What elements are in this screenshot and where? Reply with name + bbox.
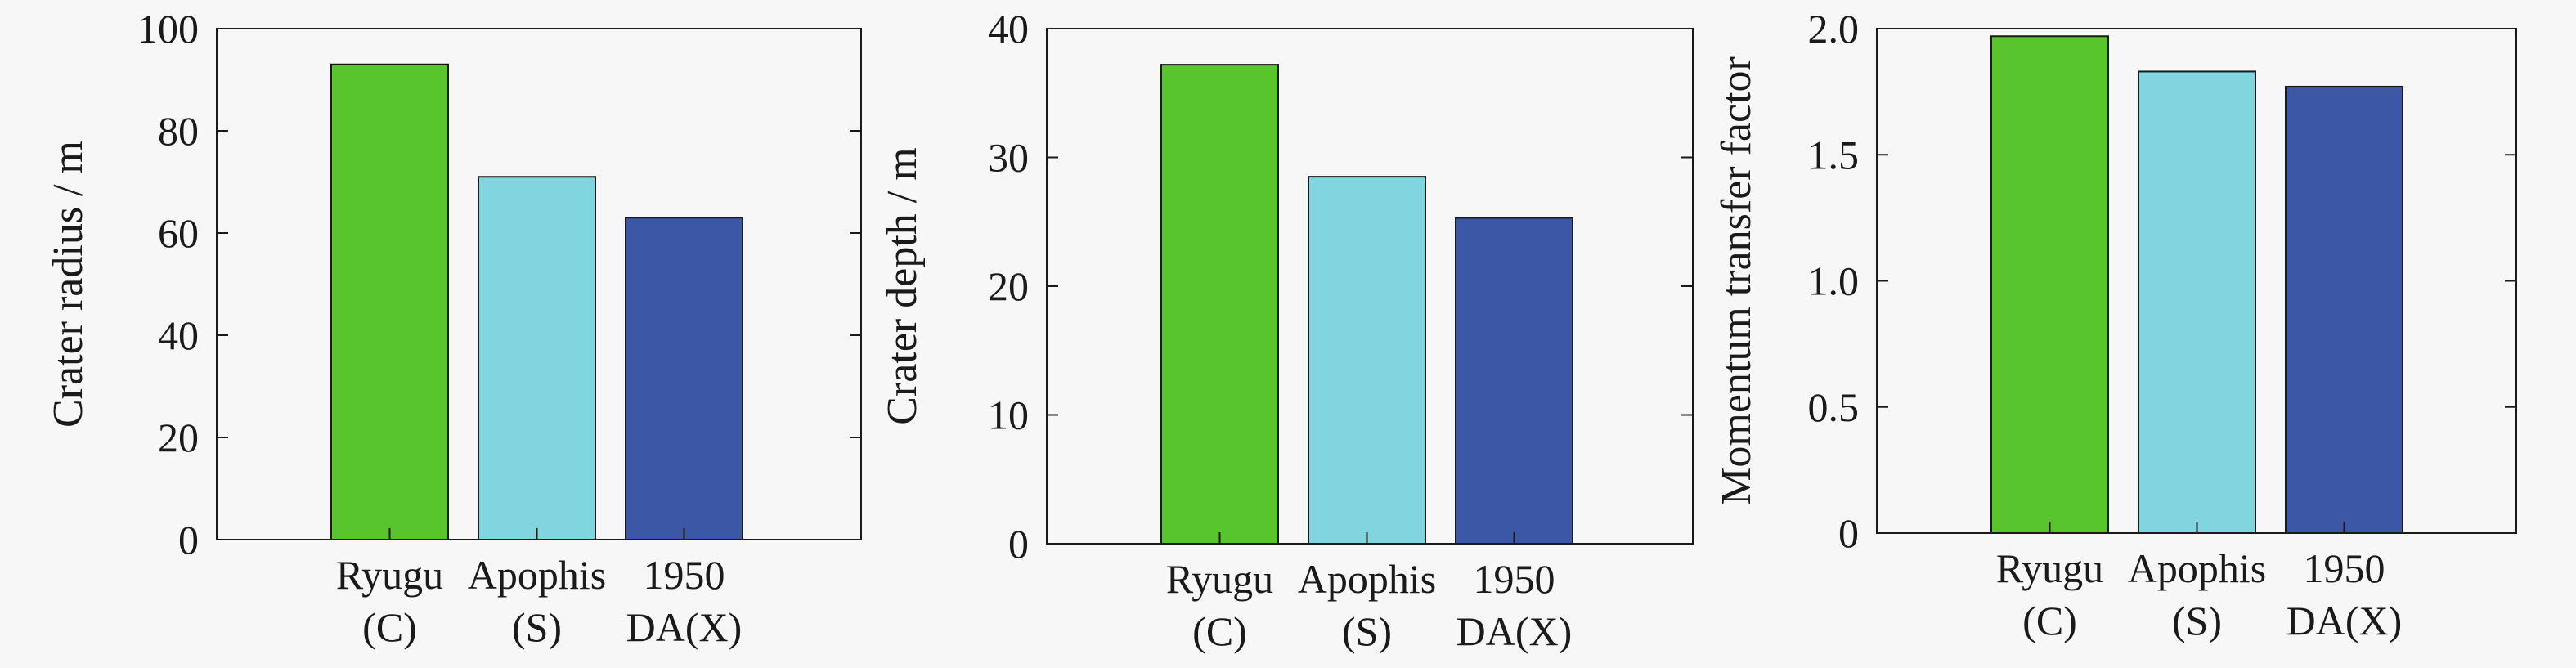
category-label: (S)	[512, 604, 562, 650]
category-label: Ryugu	[1166, 556, 1273, 602]
category-label: Apophis	[468, 552, 606, 598]
category-label: (C)	[1192, 608, 1247, 654]
y-tick-label: 40	[158, 312, 199, 358]
bar-2	[2138, 70, 2256, 534]
category-label: DA(X)	[626, 604, 743, 650]
category-label: (S)	[1342, 608, 1392, 654]
y-tick-label: 40	[988, 6, 1029, 52]
y-tick-label: 0	[178, 517, 199, 563]
chart-panel-3: 0 0.5 1.0 1.5 2.0 Ryugu (C) Apophis (S) 1950 DA(X)…	[1713, 6, 2517, 643]
bar-3	[2285, 85, 2403, 534]
category-label: (C)	[362, 604, 417, 650]
y-tick-label: 30	[988, 135, 1029, 181]
y-axis-title: Crater radius / m	[45, 141, 92, 428]
bar-3	[625, 217, 743, 540]
y-axis-title: Crater depth / m	[879, 147, 926, 424]
category-label: DA(X)	[1456, 608, 1573, 654]
category-label: Apophis	[1298, 556, 1436, 602]
bar-3	[1455, 217, 1573, 545]
y-tick-label: 1.0	[1808, 258, 1860, 304]
chart-panel-1: 0 20 40 60 80 100 Ryugu (C) Apophis (S) 1950 DA(X) C…	[45, 6, 862, 650]
bar-1	[1160, 64, 1279, 545]
y-tick-label: 2.0	[1808, 6, 1860, 52]
y-axis-title: Momentum transfer factor	[1713, 56, 1760, 505]
y-tick-label: 60	[158, 210, 199, 256]
category-label: (C)	[2022, 598, 2077, 643]
category-label: Apophis	[2128, 545, 2266, 591]
category-label: 1950	[644, 552, 725, 598]
y-tick-label: 20	[988, 263, 1029, 309]
y-tick-label: 10	[988, 392, 1029, 438]
y-tick-label: 0	[1838, 510, 1859, 556]
y-tick-label: 80	[158, 108, 199, 154]
bar-2	[1308, 176, 1426, 545]
category-label: DA(X)	[2287, 598, 2403, 643]
y-tick-label: 0.5	[1808, 384, 1860, 430]
bar-1	[330, 63, 449, 540]
category-label: Ryugu	[336, 552, 443, 598]
category-label: Ryugu	[1996, 545, 2103, 591]
y-tick-label: 20	[158, 415, 199, 460]
y-tick-label: 100	[137, 6, 199, 52]
category-label: (S)	[2172, 598, 2222, 643]
y-tick-label: 1.5	[1808, 132, 1860, 177]
category-label: 1950	[2304, 545, 2385, 591]
bar-2	[478, 176, 596, 540]
chart-panel-2: 0 10 20 30 40 Ryugu (C) Apophis (S) 1950 DA(X) Crat…	[879, 6, 1694, 654]
category-label: 1950	[1474, 556, 1555, 602]
bar-1	[1990, 35, 2109, 534]
y-tick-label: 0	[1008, 521, 1029, 567]
